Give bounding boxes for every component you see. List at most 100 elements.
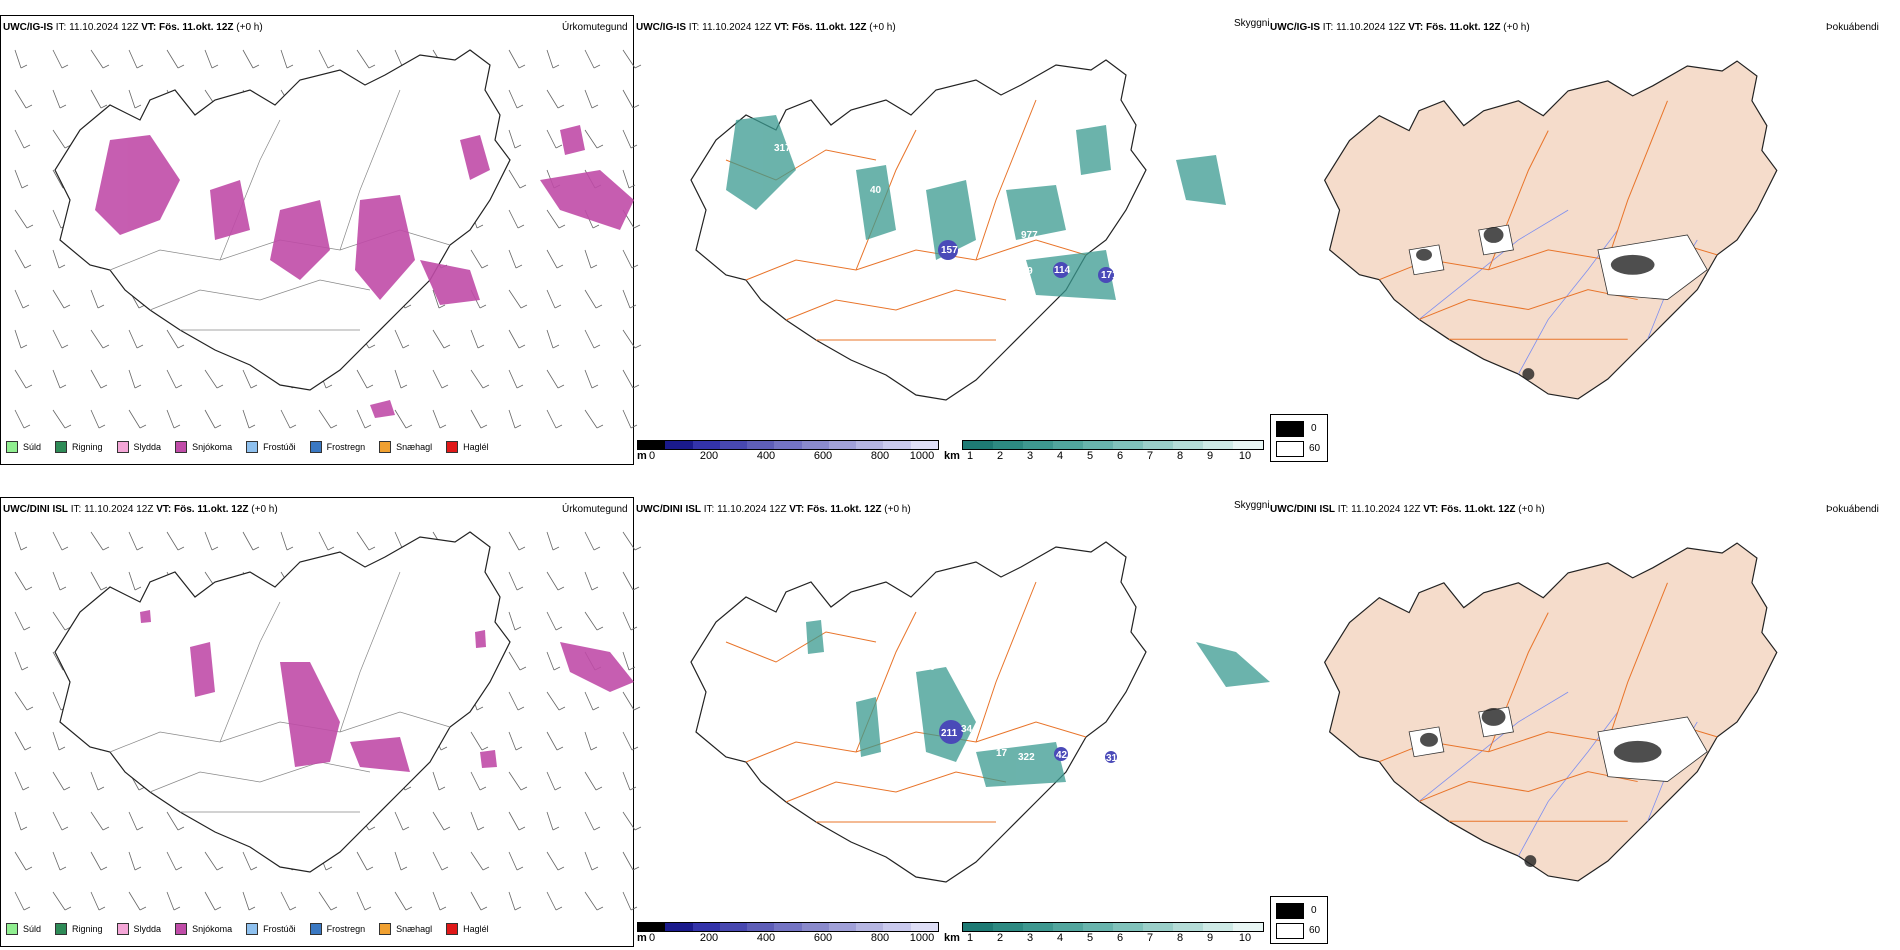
wind-barb — [508, 691, 525, 711]
wind-barb — [90, 329, 110, 349]
legend-swatch — [446, 923, 459, 935]
wind-barb — [432, 891, 447, 911]
wind-barb — [52, 49, 69, 69]
legend-item: Slydda — [116, 923, 162, 935]
wind-barb — [52, 369, 67, 389]
tick-label: 1 — [966, 450, 974, 462]
wind-barb — [356, 851, 374, 871]
wind-barb — [546, 369, 565, 389]
vt-value: Fös. 11.okt. 12Z — [792, 22, 867, 33]
legend-label: Haglél — [463, 442, 489, 452]
wind-barb — [546, 811, 560, 831]
tick-label: 800 — [870, 450, 890, 462]
visibility-colorbar — [962, 440, 1264, 450]
wind-barb — [584, 611, 604, 631]
tick-label: 3 — [1026, 450, 1034, 462]
wind-barb — [356, 891, 372, 911]
wind-barb — [622, 891, 638, 911]
legend-swatch — [55, 923, 68, 935]
wind-barb — [394, 409, 413, 429]
legend-label: Frostregn — [326, 924, 366, 934]
fog-legend: 0 60 — [1270, 414, 1328, 462]
wind-barb — [90, 811, 110, 831]
wind-barb — [52, 571, 67, 591]
legend-label: Snjókoma — [192, 442, 233, 452]
fog-swatch-black — [1276, 421, 1304, 437]
wind-barb — [128, 851, 142, 871]
iceland-outline — [54, 531, 511, 873]
it-value: 11.10.2024 12Z — [69, 22, 139, 33]
lead-time: (+0 h) — [884, 504, 911, 515]
wind-barb — [204, 851, 224, 871]
wind-barb — [204, 369, 224, 389]
it-value: 11.10.2024 12Z — [717, 504, 787, 515]
wind-barb — [584, 89, 599, 109]
ceiling-header: UWC/IG-IS IT: 11.10.2024 12Z VT: Fös. 11… — [636, 22, 896, 33]
wind-barb — [546, 851, 565, 871]
ceiling-value: 157 — [941, 245, 958, 256]
wind-barb — [622, 571, 640, 591]
legend-label: Frostúði — [263, 442, 296, 452]
fog-legend-label: 0 — [1311, 423, 1317, 434]
wind-barb — [14, 531, 28, 551]
precip-map — [14, 49, 642, 429]
wind-barb — [394, 851, 408, 871]
ceiling-value: 31 — [1106, 753, 1118, 764]
wind-barb — [546, 731, 564, 751]
wind-barb — [280, 891, 297, 911]
tick-label: 10 — [1238, 450, 1252, 462]
legend-label: Slydda — [133, 924, 162, 934]
ceiling-value: 322 — [1018, 752, 1035, 763]
legend-label: Rigning — [72, 924, 103, 934]
wind-barb — [166, 851, 183, 871]
wind-barb — [394, 891, 413, 911]
tick-label: 8 — [1176, 450, 1184, 462]
wind-barb — [470, 891, 488, 911]
wind-barb — [90, 49, 110, 69]
wind-barb — [90, 531, 110, 551]
wind-barb — [14, 731, 32, 751]
wind-barb — [90, 89, 108, 109]
wind-barb — [622, 89, 640, 109]
wind-barb — [508, 369, 524, 389]
wind-barb — [508, 891, 522, 911]
wind-barb — [242, 891, 256, 911]
wind-barb — [128, 531, 144, 551]
wind-barb — [622, 731, 639, 751]
legend-item: Snæhagl — [379, 441, 432, 453]
legend-label: Snæhagl — [396, 442, 433, 452]
tick-label: 600 — [813, 932, 833, 944]
wind-barb — [508, 249, 523, 269]
fog-legend-label: 0 — [1311, 905, 1317, 916]
wind-barb — [508, 409, 522, 429]
wind-barb — [432, 851, 449, 871]
wind-barb — [546, 209, 566, 229]
wind-barb — [204, 409, 222, 429]
wind-barb — [242, 851, 258, 871]
wind-barb — [432, 811, 451, 831]
ceiling-value: 42 — [1056, 750, 1068, 761]
wind-barb — [470, 771, 487, 791]
ceiling-map: 40 211 34 322 17 42 31 — [690, 541, 1270, 883]
fog-legend-label: 60 — [1309, 925, 1321, 936]
wind-barb — [508, 531, 526, 551]
tick-label: 200 — [699, 932, 719, 944]
wind-barb — [622, 369, 640, 389]
wind-barb — [14, 891, 31, 911]
wind-barb — [166, 369, 183, 389]
legend-label: Haglél — [463, 924, 489, 934]
wind-barb — [52, 89, 67, 109]
wind-barb — [546, 329, 560, 349]
wind-barb — [14, 89, 33, 109]
wind-barb — [90, 571, 108, 591]
wind-barb — [470, 731, 489, 751]
wind-barb — [584, 531, 601, 551]
legend-swatch — [246, 441, 259, 453]
legend-swatch — [175, 441, 188, 453]
wind-barb — [584, 289, 603, 309]
wind-barb — [470, 329, 485, 349]
wind-barb — [508, 771, 528, 791]
wind-barb — [14, 209, 34, 229]
wind-barb — [90, 409, 106, 429]
wind-barb — [90, 851, 108, 871]
